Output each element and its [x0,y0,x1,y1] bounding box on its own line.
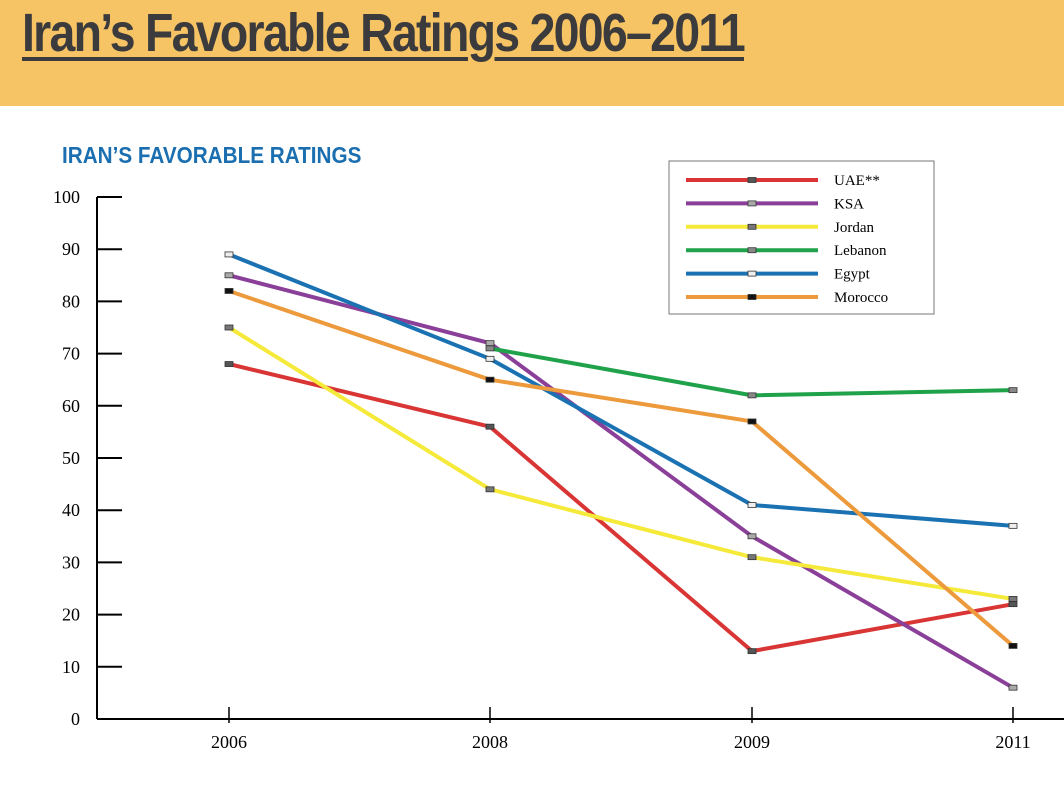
series-markers [224,251,1018,691]
legend-label-egypt: Egypt [834,267,871,283]
legend-box [668,160,935,315]
data-point-egypt [747,502,757,508]
legend-label-uae: UAE** [834,173,880,189]
chart-legend: UAE** KSA Jordan Lebanon Egypt Morocco [668,160,935,315]
series-line-jordan [227,325,1014,601]
legend-label-morocco: Morocco [834,290,888,306]
data-point-ksa [747,533,757,540]
y-tick-label: 60 [62,396,80,416]
legend-label-ksa: KSA [834,196,864,212]
legend-label-lebanon: Lebanon [834,243,887,259]
series-line-egypt [228,252,1014,528]
data-point-lebanon [485,345,495,352]
data-point-morocco [485,376,495,383]
data-point-ksa [1008,684,1018,691]
banner-title: Iran’s Favorable Ratings 2006–2011 [22,3,746,63]
title-banner: Iran’s Favorable Ratings 2006–2011 [0,0,1064,106]
y-tick-label: 40 [62,500,80,520]
x-tick-label: 2008 [472,732,508,752]
data-point-jordan [747,554,757,561]
data-point-egypt [485,355,495,362]
legend-label-jordan: Jordan [834,220,874,236]
legend-marker-ksa [747,200,757,207]
x-tick-label: 2009 [734,732,770,752]
series-line-morocco [228,289,1015,648]
data-point-lebanon [1008,387,1018,394]
legend-marker-lebanon [747,247,757,254]
x-tick-label: 2011 [995,732,1030,752]
data-point-ksa [224,272,234,279]
y-tick-label: 10 [62,657,80,677]
legend-marker-uae [747,177,757,183]
data-point-morocco [1008,643,1018,649]
data-point-jordan [224,324,234,331]
y-tick-label: 90 [62,239,80,259]
series-line-lebanon [489,346,1014,398]
y-tick-label: 50 [62,448,80,468]
legend-marker-morocco [747,294,757,300]
series-lines [227,252,1015,690]
y-tick-label: 20 [62,605,80,625]
data-point-uae [747,648,757,655]
chart-title: IRAN’S FAVORABLE RATINGS [62,142,362,168]
data-point-uae [224,361,234,367]
data-point-ksa [485,340,495,347]
y-tick-label: 70 [62,344,80,364]
data-point-morocco [224,288,234,294]
data-point-jordan [1008,596,1018,602]
chart-axes: 0 10 20 30 40 50 60 70 80 90 100 2006 2008 2009 2011 [53,187,1064,752]
series-line-uae [228,362,1014,654]
data-point-egypt [1008,522,1018,529]
data-point-morocco [747,418,757,425]
legend-marker-egypt [747,270,757,277]
series-line-ksa [228,273,1015,690]
data-point-uae [1008,601,1018,608]
legend-marker-jordan [747,223,757,230]
y-tick-label: 100 [53,187,80,207]
data-point-lebanon [747,392,757,399]
data-point-egypt [224,251,234,258]
y-tick-label: 0 [71,709,80,729]
data-point-jordan [485,486,495,493]
x-tick-label: 2006 [211,732,247,752]
y-tick-label: 80 [62,291,80,311]
data-point-uae [485,423,495,430]
y-tick-label: 30 [62,552,80,572]
